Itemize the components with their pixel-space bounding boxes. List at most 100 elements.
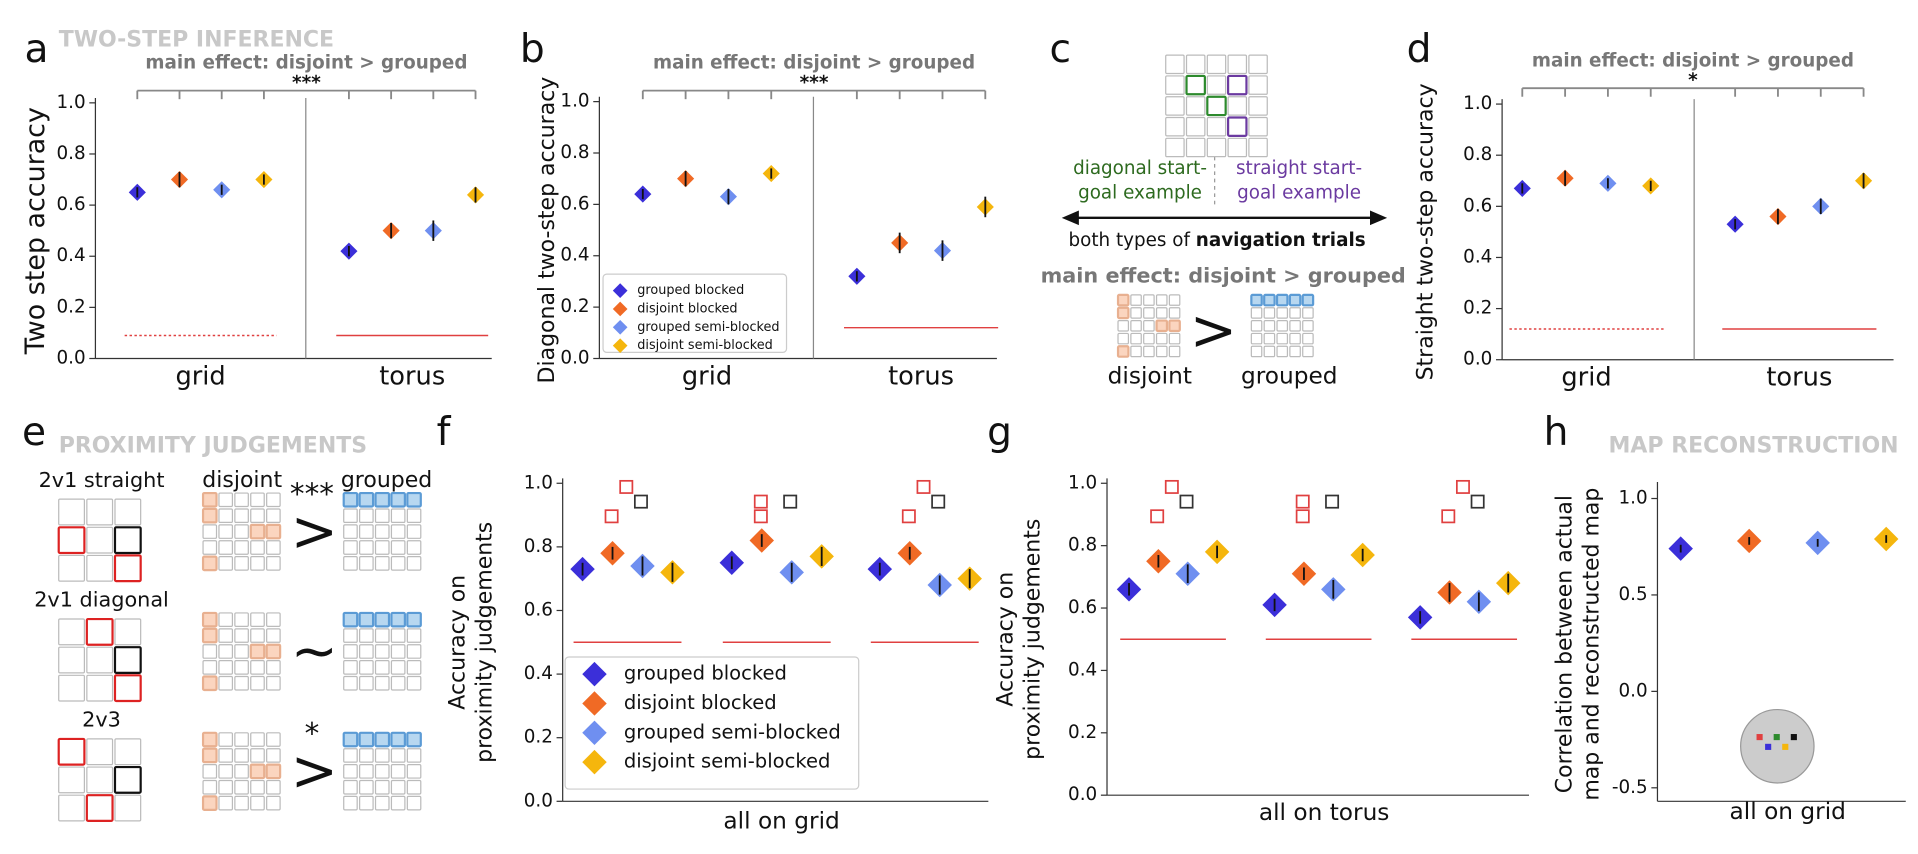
grid-cell: [218, 763, 234, 779]
y-tick-label: 0.4: [1068, 659, 1097, 680]
panel-letter: g: [987, 410, 1012, 455]
grid-cell: [234, 556, 249, 571]
grid-cell: [218, 540, 234, 555]
grid-cell: [343, 763, 358, 779]
grid-cell: [1289, 307, 1301, 319]
grid-cell: [250, 675, 265, 691]
grid-cell: [1143, 294, 1155, 306]
grid-cell: [234, 524, 249, 539]
grid-cell: [390, 508, 406, 524]
grid-cell: [114, 738, 142, 766]
grid-cell: [1289, 332, 1301, 345]
grid-cell: [113, 646, 142, 674]
grid-cell: [374, 779, 390, 795]
grid-cell: [406, 748, 422, 763]
diagonal-label: goal example: [1078, 182, 1202, 203]
y-tick-label: 0.0: [1068, 784, 1097, 805]
inset-cell: [1295, 509, 1310, 524]
grid-cell: [58, 646, 86, 674]
grid-cell: [113, 554, 142, 583]
grid-cell: [390, 779, 406, 795]
grid-cell: [390, 731, 406, 748]
grid-cell: [1289, 345, 1301, 358]
grid-cell: [390, 675, 406, 691]
inset-mark: [1756, 734, 1763, 741]
grid-cell: [1227, 96, 1248, 116]
grid-cell: [406, 675, 422, 691]
grid-cell: [374, 763, 390, 779]
legend-label: disjoint semi-blocked: [624, 750, 831, 773]
annotation: main effect: disjoint > grouped: [145, 53, 467, 74]
grid-cell: [250, 508, 265, 524]
y-tick-label: 1.0: [1068, 472, 1097, 493]
y-tick-label: 1.0: [560, 91, 589, 112]
y-tick-label: 0.4: [1463, 246, 1492, 267]
grid-cell: [202, 540, 218, 555]
grid-cell: [1248, 96, 1268, 116]
arrow-head: [1061, 210, 1079, 226]
grid-cell: [1168, 319, 1181, 333]
grid-cell: [390, 795, 406, 811]
grid-cell: [1263, 345, 1276, 358]
grid-cell: [202, 660, 218, 675]
grid-cell: [266, 675, 281, 691]
inset-mark: [1773, 734, 1780, 741]
y-axis-label: Diagonal two-step accuracy: [535, 77, 560, 384]
arrow-head: [1370, 210, 1388, 226]
significance: ***: [290, 477, 334, 511]
y-tick-label: 0.0: [1619, 680, 1648, 701]
grid-cell: [1165, 96, 1185, 116]
y-tick-label: 0.0: [56, 348, 85, 369]
grid-cell: [1185, 116, 1206, 137]
grid-cell: [218, 612, 234, 627]
grid-cell: [86, 738, 114, 766]
grid-cell: [114, 498, 142, 526]
grid-cell: [343, 556, 358, 571]
grid-cell: [250, 628, 265, 643]
grouped-label: grouped: [1241, 362, 1338, 389]
y-tick-label: 0.8: [56, 143, 85, 164]
annotation: main effect: disjoint > grouped: [1532, 50, 1854, 71]
y-tick-label: 0.0: [560, 348, 589, 369]
grid-cell: [1155, 307, 1168, 319]
y-axis-label: Two step accuracy: [20, 107, 51, 355]
section-title: MAP RECONSTRUCTION: [1609, 434, 1899, 459]
grid-cell: [218, 675, 234, 691]
x-axis-label: all on grid: [1730, 798, 1846, 825]
grid-cell: [390, 524, 406, 539]
grid-cell: [218, 660, 234, 675]
grid-cell: [266, 628, 281, 643]
disjoint-header: disjoint: [202, 468, 282, 493]
grid-cell: [265, 643, 282, 660]
y-tick-label: 0.2: [560, 296, 589, 317]
y-axis-label: proximity judgements: [1021, 519, 1046, 760]
grid-cell: [374, 660, 390, 675]
grid-cell: [406, 556, 422, 571]
grid-cell: [1165, 116, 1185, 137]
grid-cell: [406, 779, 422, 795]
grid-cell: [201, 611, 218, 628]
grid-cell: [374, 508, 390, 524]
grid-cell: [266, 508, 281, 524]
legend-label: grouped semi-blocked: [637, 320, 779, 335]
grid-cell: [201, 507, 218, 524]
y-tick-label: 0.4: [56, 245, 85, 266]
legend-label: disjoint blocked: [624, 691, 777, 714]
y-tick-label: 0.5: [1619, 584, 1648, 605]
grid-cell: [343, 644, 358, 659]
y-tick-label: 0.4: [560, 245, 589, 266]
legend-label: disjoint semi-blocked: [637, 338, 772, 353]
grid-cell: [218, 524, 234, 539]
grid-cell: [86, 646, 114, 674]
grid-cell: [58, 674, 86, 702]
grid-cell: [359, 524, 374, 539]
x-tick-label: grid: [682, 361, 732, 391]
grid-cell: [250, 748, 265, 763]
y-tick-label: 0.6: [56, 194, 85, 215]
y-axis-label: Accuracy on: [994, 572, 1019, 707]
grid-cell: [1250, 307, 1263, 319]
grid-cell: [374, 524, 390, 539]
grid-cell: [359, 660, 374, 675]
grid-cell: [406, 731, 422, 748]
